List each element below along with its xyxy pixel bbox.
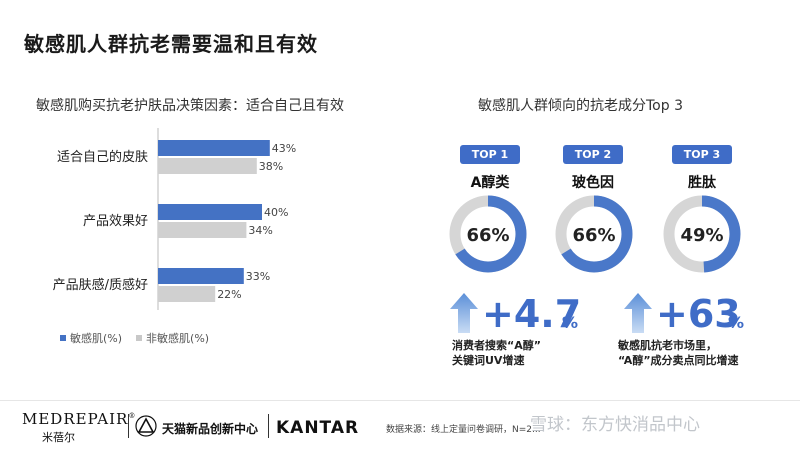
data-source-note: 数据来源：线上定量问卷调研，N=2...	[386, 425, 541, 435]
stat-description: 消费者搜索“A醇” 关键词UV增速	[452, 338, 541, 368]
bar-nonsensitive	[158, 222, 247, 238]
medrepair-cn-name: 米蓓尔	[42, 431, 75, 444]
rank-badge: TOP 1	[459, 145, 521, 164]
donut-slice	[555, 195, 633, 273]
legend-swatch-sensitive	[60, 335, 66, 341]
footer-divider	[0, 400, 800, 401]
brand-name: MEDREPAIR	[22, 410, 129, 428]
registered-mark: ®	[128, 412, 137, 420]
category-label: 适合自己的皮肤	[57, 149, 148, 165]
stat-desc-line: 敏感肌抗老市场里，	[618, 339, 717, 352]
bar-value-label: 33%	[246, 270, 270, 283]
legend-swatch-nonsensitive	[136, 335, 143, 341]
bar-value-label: 34%	[248, 224, 272, 237]
donut-slice	[449, 195, 527, 273]
legend-item-sensitive: 敏感肌(%)	[60, 330, 122, 346]
donut-value-label: 66%	[466, 225, 509, 246]
page-title: 敏感肌人群抗老需要温和且有效	[24, 32, 318, 56]
ingredient-name: 玻色因	[572, 175, 614, 191]
ingredient-name: A醇类	[470, 175, 510, 191]
stat-number: +4.7	[482, 292, 582, 336]
donut-value-label: 49%	[680, 225, 723, 246]
legend-item-nonsensitive: 非敏感肌(%)	[136, 330, 209, 346]
rank-badge: TOP 2	[562, 145, 624, 164]
bar-chart-title: 敏感肌购买抗老护肤品决策因素：适合自己且有效	[36, 98, 344, 114]
bar-sensitive	[158, 204, 262, 220]
donut-1: 66%	[449, 195, 527, 273]
tmall-innovation-center: 天猫新品创新中心	[162, 422, 259, 436]
kantar-logo: KANTAR	[276, 418, 360, 438]
bar-nonsensitive	[158, 286, 216, 302]
tmall-logo-icon	[135, 415, 157, 437]
rank-badge: TOP 3	[671, 145, 733, 164]
medrepair-logo: MEDREPAIR®	[22, 410, 136, 428]
category-label: 产品效果好	[83, 214, 148, 229]
donut-value-label: 66%	[572, 225, 615, 246]
stat-description: 敏感肌抗老市场里， “A醇”成分卖点同比增速	[618, 338, 739, 368]
bar-value-label: 38%	[259, 160, 283, 173]
legend-label-sensitive: 敏感肌(%)	[70, 332, 123, 345]
bar-value-label: 22%	[217, 288, 241, 301]
stat-desc-line: “A醇”成分卖点同比增速	[618, 354, 739, 367]
top-card-3: TOP 3 胜肽	[654, 143, 750, 192]
bar-nonsensitive	[158, 158, 257, 174]
up-arrow-icon	[624, 293, 652, 333]
stat-number: +63	[656, 292, 741, 336]
logo-separator	[128, 414, 129, 438]
stat-desc-line: 关键词UV增速	[452, 354, 525, 367]
top-card-1: TOP 1 A醇类	[442, 143, 538, 192]
bar-sensitive	[158, 268, 244, 284]
donut-slice	[663, 195, 741, 273]
bar-sensitive	[158, 140, 270, 156]
ingredient-name: 胜肽	[688, 175, 716, 191]
stat-unit: %	[562, 313, 579, 332]
bar-value-label: 40%	[264, 206, 288, 219]
up-arrow-icon	[450, 293, 478, 333]
category-label: 产品肤感/质感好	[53, 277, 148, 293]
legend-label-nonsensitive: 非敏感肌(%)	[146, 332, 210, 345]
watermark: 雪球：东方快消品中心	[530, 415, 700, 435]
donut-3: 49%	[663, 195, 741, 273]
donut-2: 66%	[555, 195, 633, 273]
stat-desc-line: 消费者搜索“A醇”	[452, 339, 541, 352]
bar-chart: 适合自己的皮肤 43% 38% 产品效果好 40% 34% 产品肤感/质感好 33% 22%	[53, 128, 296, 310]
ingredient-chart-title: 敏感肌人群倾向的抗老成分Top 3	[478, 98, 683, 114]
stat-unit: %	[728, 313, 745, 332]
logo-separator	[268, 414, 269, 438]
bar-value-label: 43%	[272, 142, 296, 155]
top-card-2: TOP 2 玻色因	[545, 143, 641, 192]
bar-legend: 敏感肌(%) 非敏感肌(%)	[60, 330, 209, 346]
